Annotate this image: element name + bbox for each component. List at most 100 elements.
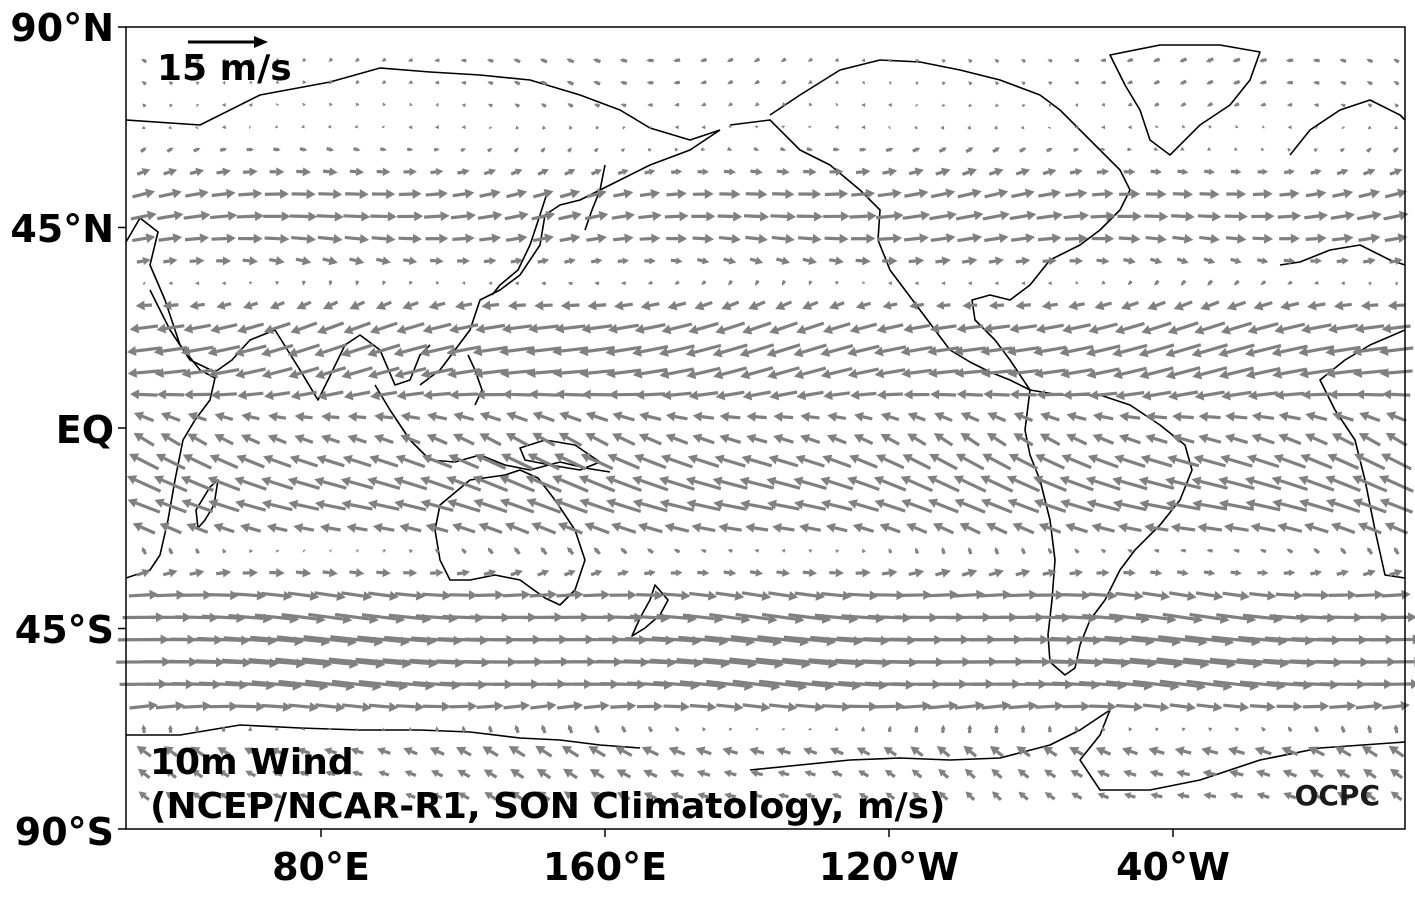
wind-arrow xyxy=(723,168,736,176)
wind-arrow xyxy=(982,453,1012,471)
wind-arrow xyxy=(641,746,660,757)
wind-arrow xyxy=(419,344,455,357)
wind-arrow xyxy=(419,476,455,491)
wind-arrow xyxy=(195,81,200,85)
wind-arrow xyxy=(532,432,556,447)
wind-arrow xyxy=(346,523,368,533)
wind-arrow xyxy=(887,725,892,733)
wind-arrow xyxy=(794,590,826,601)
wind-arrow xyxy=(1055,613,1098,623)
wind-arrow xyxy=(995,103,999,108)
wind-arrow xyxy=(367,499,400,511)
wind-arrow xyxy=(1355,701,1384,711)
wind-arrow xyxy=(632,344,669,357)
wind-arrow xyxy=(457,168,470,176)
wind-arrow xyxy=(1172,189,1194,200)
wind-arrow xyxy=(835,549,839,553)
wind-arrow xyxy=(246,147,255,152)
wind-arrow xyxy=(887,281,892,286)
wind-arrow xyxy=(1381,323,1411,334)
wind-arrow xyxy=(347,434,367,444)
wind-arrow xyxy=(1191,476,1228,490)
wind-arrow xyxy=(1387,300,1405,311)
wind-arrow xyxy=(160,433,182,447)
wind-arrow xyxy=(666,233,688,244)
wind-arrow xyxy=(1382,389,1411,400)
wind-arrow xyxy=(1153,79,1160,85)
wind-arrow xyxy=(1167,454,1200,468)
wind-arrow xyxy=(1379,475,1414,493)
wind-arrow xyxy=(608,389,639,400)
wind-arrow xyxy=(382,280,386,286)
wind-arrow xyxy=(433,147,440,152)
wind-arrow xyxy=(1035,701,1065,712)
wind-arrow xyxy=(1062,389,1091,400)
wind-arrow xyxy=(959,522,981,535)
wind-arrow xyxy=(513,81,521,86)
wind-arrow xyxy=(1230,569,1242,577)
wind-arrow xyxy=(394,499,427,512)
wind-arrow xyxy=(888,548,893,554)
wind-arrow xyxy=(1366,81,1373,86)
wind-arrow xyxy=(1112,499,1147,512)
wind-arrow xyxy=(1192,499,1228,511)
wind-arrow xyxy=(1336,257,1349,265)
wind-arrow xyxy=(984,188,1009,199)
wind-arrow xyxy=(448,323,479,334)
wind-arrow xyxy=(404,770,417,777)
wind-arrow xyxy=(1315,126,1318,130)
wind-arrow xyxy=(457,769,471,779)
wind-arrow xyxy=(1352,346,1388,357)
wind-arrow xyxy=(961,568,978,578)
wind-arrow xyxy=(1096,769,1110,778)
wind-arrow xyxy=(421,454,453,469)
wind-arrow xyxy=(632,475,669,492)
wind-arrow xyxy=(1336,769,1351,779)
wind-arrow xyxy=(914,126,918,130)
wind-arrow xyxy=(395,454,426,469)
wind-arrow xyxy=(135,300,153,311)
wind-arrow xyxy=(320,434,341,444)
wind-arrow xyxy=(460,81,467,85)
wind-arrow xyxy=(382,102,386,107)
wind-arrow xyxy=(1047,58,1053,63)
wind-arrow xyxy=(168,81,174,86)
wind-arrow xyxy=(1313,80,1320,85)
wind-arrow xyxy=(295,568,312,578)
wind-arrow xyxy=(932,522,955,535)
wind-arrow xyxy=(585,432,609,447)
wind-arrow xyxy=(751,792,763,799)
wind-arrow xyxy=(879,522,901,534)
wind-arrow xyxy=(749,568,764,577)
wind-arrow xyxy=(567,103,574,108)
wind-arrow xyxy=(235,367,267,379)
wind-arrow xyxy=(314,476,347,490)
wind-arrow xyxy=(526,367,561,378)
wind-arrow xyxy=(770,211,797,222)
coastline-philippines xyxy=(467,354,483,406)
y-tick-label-90s: 90°S xyxy=(15,810,114,854)
wind-arrow xyxy=(403,568,418,578)
wind-arrow xyxy=(429,256,444,265)
wind-arrow xyxy=(168,281,173,286)
wind-arrow xyxy=(688,321,719,335)
wind-arrow xyxy=(861,58,866,62)
wind-arrow xyxy=(408,125,413,130)
wind-arrow xyxy=(1331,233,1354,244)
wind-arrow xyxy=(888,125,891,130)
wind-arrow xyxy=(1117,211,1142,222)
map-title-line1: 10m Wind xyxy=(150,742,354,783)
wind-arrow xyxy=(1034,590,1065,601)
wind-arrow xyxy=(1059,475,1094,492)
wind-arrow xyxy=(301,727,306,731)
wind-arrow xyxy=(1305,233,1327,244)
wind-arrow xyxy=(1033,498,1067,513)
wind-arrow xyxy=(673,58,681,63)
wind-arrow xyxy=(908,568,925,578)
wind-arrow xyxy=(914,725,919,733)
wind-arrow xyxy=(1245,499,1281,512)
wind-arrow xyxy=(293,523,315,533)
wind-arrow xyxy=(434,548,440,554)
wind-arrow xyxy=(460,148,466,153)
wind-arrow xyxy=(1042,568,1057,578)
